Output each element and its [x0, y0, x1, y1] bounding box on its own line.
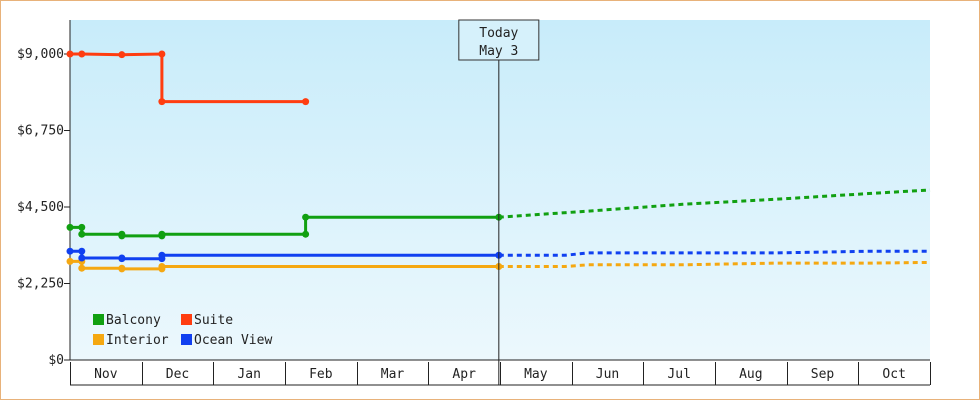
legend-label-interior: Interior [106, 333, 169, 348]
month-label-mar: Mar [381, 367, 405, 382]
balcony-point [302, 230, 310, 238]
suite-point [158, 50, 166, 58]
ocean-view-point [66, 247, 74, 255]
y-tick-label: $0 [48, 353, 64, 368]
legend-label-balcony: Balcony [106, 313, 161, 328]
balcony-point [118, 232, 126, 240]
legend-label-ocean-view: Ocean View [194, 333, 272, 348]
balcony-point [158, 230, 166, 238]
suite-point [78, 50, 86, 58]
y-tick-label: $6,750 [17, 124, 64, 139]
ocean-view-forecast-line [498, 249, 930, 257]
legend-swatch-balcony [93, 314, 104, 325]
balcony-point [78, 230, 86, 238]
month-label-may: May [524, 367, 548, 382]
legend-label-suite: Suite [194, 313, 233, 328]
month-label-nov: Nov [94, 367, 118, 382]
today-box [458, 19, 540, 61]
y-tick-label: $9,000 [17, 47, 64, 62]
month-label-oct: Oct [882, 367, 905, 382]
today-date: May 3 [479, 44, 518, 59]
ocean-view-point [78, 254, 86, 262]
suite-point [302, 98, 310, 106]
y-tick-label: $2,250 [17, 277, 64, 292]
interior-forecast-line [498, 260, 931, 268]
plot-area [70, 20, 930, 360]
suite-point [118, 51, 126, 59]
balcony-point [78, 223, 86, 231]
month-label-jan: Jan [237, 367, 260, 382]
month-label-feb: Feb [309, 367, 333, 382]
suite-point [158, 98, 166, 106]
month-label-aug: Aug [739, 367, 762, 382]
today-label: Today [479, 26, 518, 41]
month-label-jul: Jul [667, 367, 690, 382]
suite-point [66, 50, 74, 58]
interior-point [158, 263, 166, 270]
month-label-dec: Dec [166, 367, 189, 382]
month-label-sep: Sep [811, 367, 835, 382]
legend-swatch-interior [93, 334, 104, 345]
ocean-view-point [118, 255, 126, 263]
ocean-view-point [78, 247, 86, 255]
balcony-forecast-line [498, 188, 931, 219]
balcony-point [302, 213, 310, 221]
month-label-jun: Jun [596, 367, 619, 382]
ocean-view-point [158, 251, 166, 259]
legend-swatch-suite [181, 314, 192, 325]
balcony-point [66, 223, 74, 231]
interior-point [118, 265, 126, 273]
y-tick-label: $4,500 [17, 200, 64, 215]
interior-point [66, 257, 74, 265]
legend-swatch-ocean-view [181, 334, 192, 345]
interior-point [78, 264, 86, 272]
month-label-apr: Apr [452, 367, 476, 382]
